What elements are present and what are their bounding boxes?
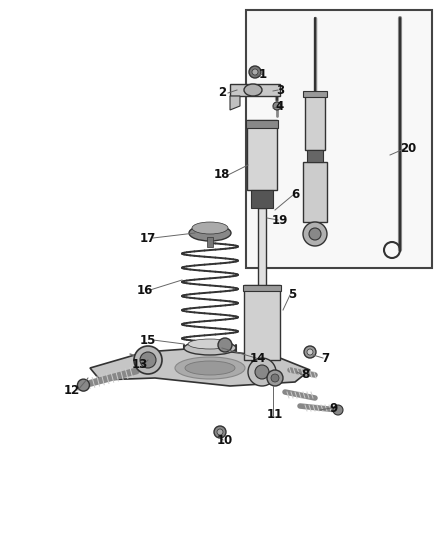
Bar	[303, 162, 327, 222]
Bar	[246, 10, 432, 268]
Circle shape	[304, 346, 316, 358]
Text: 1: 1	[259, 68, 267, 80]
Text: 8: 8	[301, 368, 309, 382]
Circle shape	[333, 405, 343, 415]
Circle shape	[249, 66, 261, 78]
Text: 13: 13	[132, 359, 148, 372]
Text: 10: 10	[217, 433, 233, 447]
Ellipse shape	[185, 361, 235, 375]
Ellipse shape	[189, 225, 231, 241]
Circle shape	[273, 102, 281, 110]
Text: 2: 2	[218, 86, 226, 100]
Bar	[251, 190, 273, 208]
Text: 14: 14	[250, 351, 266, 365]
Circle shape	[134, 346, 162, 374]
Text: 20: 20	[400, 141, 416, 155]
Text: 19: 19	[272, 214, 288, 227]
Text: 11: 11	[267, 408, 283, 422]
Bar	[244, 285, 280, 360]
Circle shape	[248, 358, 276, 386]
Text: 7: 7	[321, 351, 329, 365]
Bar	[305, 95, 325, 150]
Ellipse shape	[175, 357, 245, 379]
Bar	[307, 150, 323, 162]
Bar	[246, 120, 278, 128]
Ellipse shape	[192, 222, 228, 234]
Circle shape	[252, 69, 258, 75]
Text: 4: 4	[276, 101, 284, 114]
Bar	[207, 237, 213, 247]
Polygon shape	[230, 84, 280, 96]
Text: 3: 3	[276, 84, 284, 96]
Circle shape	[255, 365, 269, 379]
Bar	[243, 285, 281, 291]
Circle shape	[140, 352, 156, 368]
Ellipse shape	[188, 339, 232, 349]
Circle shape	[309, 228, 321, 240]
Text: 9: 9	[329, 401, 337, 415]
Bar	[303, 91, 327, 97]
Ellipse shape	[184, 341, 236, 355]
Polygon shape	[90, 348, 310, 386]
Text: 17: 17	[140, 231, 156, 245]
Circle shape	[217, 429, 223, 435]
Ellipse shape	[244, 84, 262, 96]
Circle shape	[307, 349, 313, 355]
Text: 12: 12	[64, 384, 80, 397]
Circle shape	[267, 370, 283, 386]
Text: 16: 16	[137, 284, 153, 296]
Circle shape	[78, 379, 89, 391]
Bar	[247, 120, 277, 190]
Text: 5: 5	[288, 288, 296, 302]
Polygon shape	[230, 96, 240, 110]
Text: 18: 18	[214, 168, 230, 182]
Circle shape	[303, 222, 327, 246]
Circle shape	[218, 338, 232, 352]
Bar	[258, 208, 266, 370]
Text: 6: 6	[291, 189, 299, 201]
Text: 15: 15	[140, 334, 156, 346]
Circle shape	[214, 426, 226, 438]
Circle shape	[271, 374, 279, 382]
